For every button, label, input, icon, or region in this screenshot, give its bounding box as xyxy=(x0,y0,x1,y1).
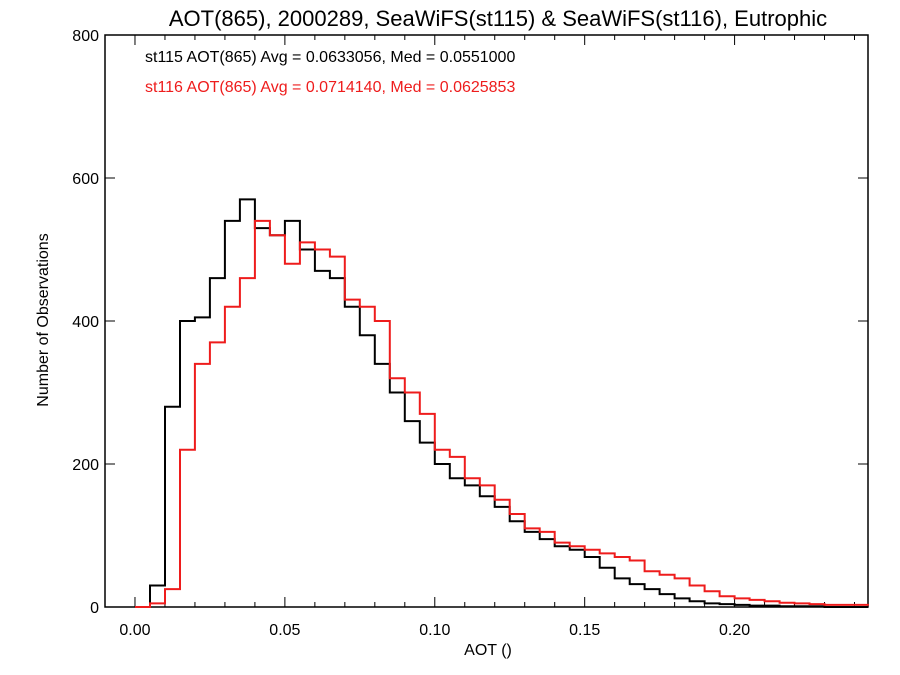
y-tick-label: 0 xyxy=(90,600,99,617)
legend-entry-st115: st115 AOT(865) Avg = 0.0633056, Med = 0.… xyxy=(145,49,515,66)
y-tick-label: 600 xyxy=(72,171,99,188)
y-tick-label: 400 xyxy=(72,314,99,331)
legend-entry-st116: st116 AOT(865) Avg = 0.0714140, Med = 0.… xyxy=(145,79,515,96)
x-axis-label: AOT () xyxy=(464,642,512,659)
plot-frame xyxy=(104,34,869,608)
y-tick-label: 800 xyxy=(72,28,99,45)
series-line-st116 xyxy=(135,219,869,608)
y-tick-label: 200 xyxy=(72,457,99,474)
x-tick-label: 0.20 xyxy=(719,622,750,639)
x-tick-label: 0.05 xyxy=(269,622,300,639)
y-axis-label: Number of Observations xyxy=(35,233,52,406)
series-layer xyxy=(135,198,869,608)
series-line-st115 xyxy=(135,198,868,608)
x-tick-label: 0.15 xyxy=(569,622,600,639)
chart-title: AOT(865), 2000289, SeaWiFS(st115) & SeaW… xyxy=(169,6,827,31)
y-axis: 0 200 400 600 800 xyxy=(72,28,868,617)
x-tick-label: 0.10 xyxy=(419,622,450,639)
x-axis: 0.00 0.05 0.10 0.15 0.20 xyxy=(119,35,856,639)
x-tick-label: 0.00 xyxy=(119,622,150,639)
